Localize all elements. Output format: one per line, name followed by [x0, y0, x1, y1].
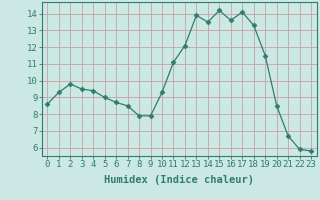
X-axis label: Humidex (Indice chaleur): Humidex (Indice chaleur) — [104, 175, 254, 185]
